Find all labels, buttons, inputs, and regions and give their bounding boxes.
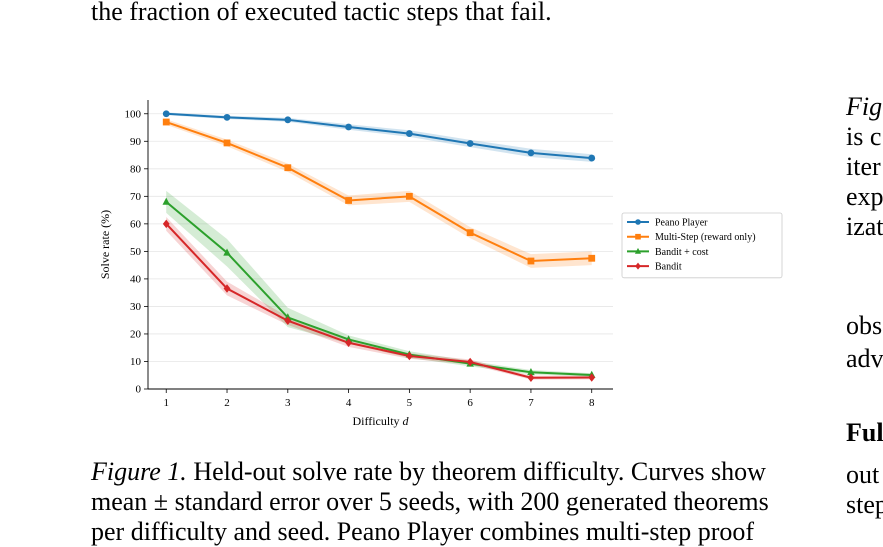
caption-line-1-text: Held-out solve rate by theorem difficult… (193, 457, 766, 486)
data-point-multi-step-reward-only (588, 254, 596, 262)
figure-caption: Figure 1. Held-out solve rate by theorem… (91, 457, 796, 547)
error-band-bandit (166, 216, 592, 380)
right-column-line: out (846, 460, 880, 489)
right-column-line: Fig (846, 92, 883, 121)
legend-box (621, 212, 783, 279)
x-tick-label: 7 (528, 397, 534, 409)
y-tick-label: 20 (130, 328, 142, 340)
caption-line-1: Figure 1. Held-out solve rate by theorem… (91, 457, 796, 487)
data-point-bandit-cost (527, 367, 535, 376)
error-band-peano-player (166, 112, 592, 162)
y-tick-label: 50 (130, 246, 142, 258)
data-point-peano-player (588, 154, 596, 162)
legend-swatch-marker (635, 219, 641, 225)
body-text-top-line: the fraction of executed tactic steps th… (91, 0, 552, 26)
error-band-bandit-cost (166, 190, 592, 377)
legend-label: Peano Player (655, 218, 708, 229)
x-tick-label: 8 (589, 397, 595, 409)
x-axis-label-variable: d (403, 414, 410, 428)
data-point-peano-player (345, 123, 352, 131)
data-point-bandit (345, 338, 352, 348)
y-tick-label: 100 (125, 108, 142, 120)
right-column-line: is c (846, 122, 882, 151)
data-point-peano-player (284, 116, 292, 124)
data-point-multi-step-reward-only (345, 197, 352, 204)
error-band-multi-step-reward-only (166, 119, 592, 268)
legend-label: Multi-Step (reward only) (655, 232, 756, 243)
y-tick-label: 80 (130, 163, 142, 175)
series-line-bandit-cost (165, 201, 592, 376)
y-tick-label: 40 (130, 273, 142, 285)
x-tick-label: 3 (285, 397, 291, 409)
legend-swatch-marker (634, 247, 642, 254)
data-point-peano-player (405, 130, 413, 137)
caption-line-3: per difficulty and seed. Peano Player co… (91, 517, 755, 546)
y-tick-label: 90 (130, 136, 142, 148)
series-line-bandit (165, 223, 592, 379)
right-column-line: step (846, 490, 883, 519)
x-tick-label: 4 (346, 397, 352, 409)
data-point-multi-step-reward-only (223, 139, 231, 147)
data-point-bandit (405, 351, 413, 361)
right-column-line: obs (846, 311, 883, 340)
data-point-bandit (527, 373, 535, 382)
y-tick-label: 30 (130, 301, 142, 313)
y-axis-label: Solve rate (%) (98, 210, 112, 279)
series-line-multi-step-reward-only (165, 121, 592, 263)
series-line-peano-player (166, 112, 592, 160)
caption-label: Figure 1. (91, 457, 187, 486)
data-point-bandit (223, 284, 231, 293)
data-point-bandit (466, 357, 474, 367)
right-column-line: izat (846, 212, 883, 241)
data-point-bandit-cost (223, 248, 231, 256)
data-point-peano-player (527, 149, 535, 157)
data-point-bandit (588, 373, 596, 382)
y-tick-label: 0 (136, 384, 142, 396)
legend-label: Bandit (655, 262, 682, 273)
y-tick-label: 10 (130, 356, 142, 368)
data-point-bandit (284, 316, 292, 325)
x-tick-label: 5 (407, 397, 413, 409)
data-point-peano-player (162, 110, 170, 118)
right-column-line: iter (846, 152, 881, 181)
legend-swatch-marker (635, 233, 641, 240)
right-column-line: adv (846, 344, 883, 373)
data-point-multi-step-reward-only (466, 229, 474, 237)
data-point-bandit-cost (162, 197, 170, 205)
caption-line-2: mean ± standard error over 5 seeds, with… (91, 487, 769, 516)
data-point-peano-player (466, 140, 474, 147)
solve-rate-line-chart: 0 10 20 30 40 50 60 70 80 90 100 1 2 3 4 5 6 7 8 Difficulty… (98, 100, 783, 428)
data-point-multi-step-reward-only (527, 257, 535, 265)
data-point-bandit (162, 219, 170, 229)
legend-label: Bandit + cost (655, 247, 709, 258)
x-axis-label: Difficulty d (352, 414, 409, 428)
y-tick-label: 70 (130, 191, 142, 203)
x-tick-label: 6 (467, 397, 473, 409)
data-point-peano-player (223, 113, 231, 121)
right-column-line: exp (846, 182, 883, 211)
legend-swatch-marker (635, 262, 641, 270)
x-tick-label: 1 (163, 397, 169, 409)
data-point-multi-step-reward-only (284, 164, 292, 172)
x-tick-label: 2 (224, 397, 230, 409)
y-tick-label: 60 (130, 218, 142, 230)
data-point-multi-step-reward-only (405, 192, 413, 200)
right-column-heading: Ful (846, 418, 883, 447)
data-point-multi-step-reward-only (162, 118, 170, 126)
